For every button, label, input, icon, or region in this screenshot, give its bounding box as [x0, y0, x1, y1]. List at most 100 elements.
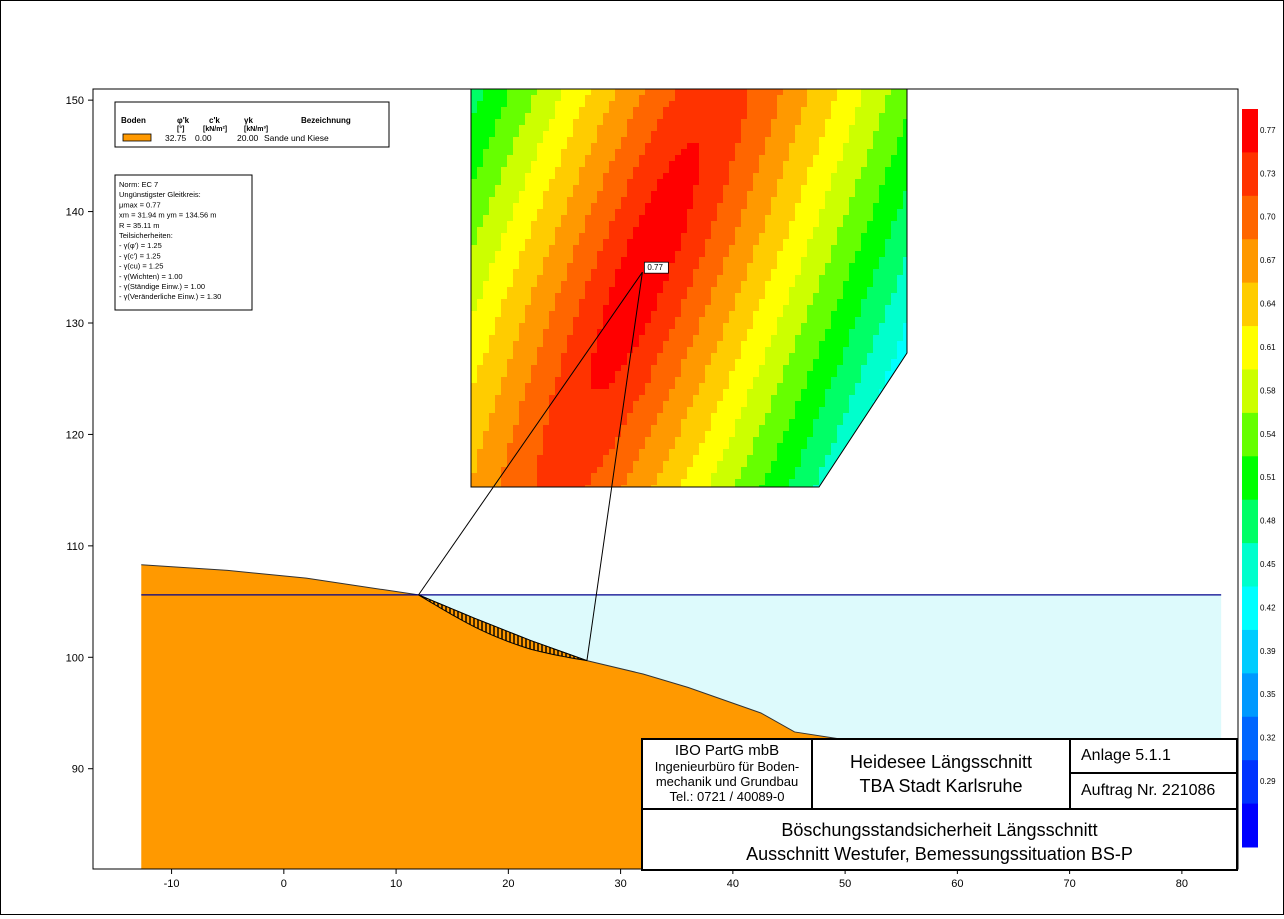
contour-cell [765, 233, 772, 240]
contour-cell [609, 413, 616, 420]
contour-cell [483, 263, 490, 270]
contour-cell [555, 137, 562, 144]
contour-cell [645, 185, 652, 192]
contour-cell [657, 161, 664, 168]
contour-cell [849, 185, 856, 192]
contour-cell [861, 89, 868, 96]
contour-cell [507, 197, 514, 204]
contour-cell [489, 161, 496, 168]
contour-cell [879, 443, 886, 450]
contour-cell [807, 197, 814, 204]
contour-cell [777, 377, 784, 384]
contour-cell [591, 317, 598, 324]
contour-cell [687, 173, 694, 180]
contour-cell [585, 479, 592, 486]
contour-cell [681, 293, 688, 300]
contour-cell [723, 395, 730, 402]
contour-cell [837, 149, 844, 156]
contour-cell [573, 215, 580, 222]
contour-cell [879, 485, 886, 492]
contour-cell [573, 461, 580, 468]
contour-cell [627, 395, 634, 402]
contour-cell [567, 221, 574, 228]
contour-cell [513, 371, 520, 378]
contour-cell [555, 155, 562, 162]
contour-cell [603, 305, 610, 312]
contour-cell [777, 455, 784, 462]
contour-cell [735, 455, 742, 462]
contour-cell [567, 89, 574, 96]
contour-cell [843, 257, 850, 264]
contour-cell [903, 269, 910, 276]
contour-cell [591, 119, 598, 126]
contour-cell [735, 179, 742, 186]
contour-cell [597, 413, 604, 420]
contour-cell [597, 197, 604, 204]
contour-cell [483, 353, 490, 360]
contour-cell [747, 383, 754, 390]
contour-cell [591, 395, 598, 402]
x-tick-label: 0 [281, 878, 287, 890]
contour-cell [579, 131, 586, 138]
contour-cell [555, 275, 562, 282]
contour-cell [543, 293, 550, 300]
contour-cell [567, 191, 574, 198]
contour-cell [729, 335, 736, 342]
contour-cell [531, 203, 538, 210]
contour-cell [519, 383, 526, 390]
contour-cell [627, 299, 634, 306]
contour-cell [717, 245, 724, 252]
contour-cell [711, 137, 718, 144]
contour-cell [573, 137, 580, 144]
contour-cell [711, 311, 718, 318]
contour-cell [765, 323, 772, 330]
contour-cell [513, 119, 520, 126]
contour-cell [657, 137, 664, 144]
contour-cell [495, 215, 502, 222]
contour-cell [567, 281, 574, 288]
contour-cell [789, 293, 796, 300]
contour-cell [477, 311, 484, 318]
contour-cell [705, 263, 712, 270]
contour-cell [513, 209, 520, 216]
contour-cell [849, 311, 856, 318]
contour-cell [825, 437, 832, 444]
contour-cell [663, 167, 670, 174]
contour-cell [603, 221, 610, 228]
contour-cell [657, 407, 664, 414]
contour-cell [879, 317, 886, 324]
contour-cell [495, 335, 502, 342]
contour-cell [519, 389, 526, 396]
contour-cell [519, 245, 526, 252]
contour-cell [573, 107, 580, 114]
contour-cell [699, 305, 706, 312]
contour-cell [705, 311, 712, 318]
contour-cell [663, 281, 670, 288]
contour-cell [711, 329, 718, 336]
contour-cell [567, 275, 574, 282]
contour-cell [561, 257, 568, 264]
contour-cell [471, 155, 478, 162]
contour-cell [729, 371, 736, 378]
contour-cell [639, 431, 646, 438]
contour-cell [777, 425, 784, 432]
contour-cell [789, 191, 796, 198]
contour-cell [777, 419, 784, 426]
contour-cell [735, 293, 742, 300]
contour-cell [723, 155, 730, 162]
contour-cell [639, 119, 646, 126]
contour-cell [477, 137, 484, 144]
contour-cell [717, 221, 724, 228]
contour-cell [585, 95, 592, 102]
contour-cell [507, 203, 514, 210]
contour-cell [771, 185, 778, 192]
contour-cell [573, 89, 580, 96]
contour-cell [609, 443, 616, 450]
contour-cell [867, 431, 874, 438]
contour-cell [819, 311, 826, 318]
contour-cell [513, 395, 520, 402]
contour-cell [531, 251, 538, 258]
contour-cell [825, 305, 832, 312]
contour-cell [639, 161, 646, 168]
contour-cell [585, 461, 592, 468]
